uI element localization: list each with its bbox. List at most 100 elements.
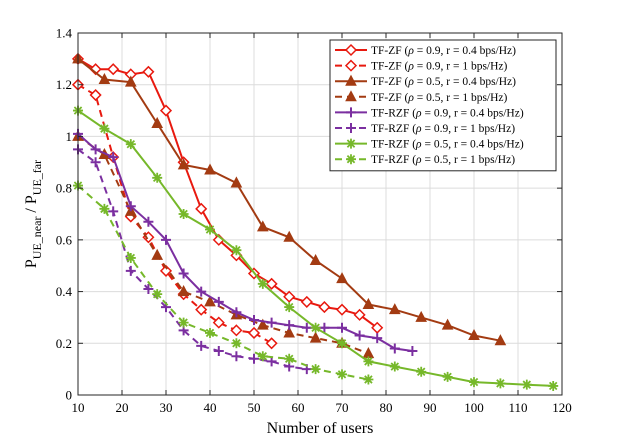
data-point-marker [494,334,507,346]
data-point-marker [151,248,164,260]
legend-marker [346,138,356,149]
y-tick-label: 0.6 [56,232,73,247]
data-point-marker [318,301,331,314]
data-point-marker [283,230,296,242]
y-axis-title-mid: / P [23,195,40,216]
data-point-marker [441,318,454,330]
data-point-marker [90,144,101,155]
data-point-marker [416,366,427,377]
legend-marker [346,123,356,133]
data-point-marker [256,318,269,330]
x-tick-label: 60 [292,400,305,415]
data-point-marker [195,202,208,215]
data-point-marker [309,331,322,343]
data-point-marker [354,330,365,341]
legend-item: TF-ZF (ρ = 0.9, r = 1 bps/Hz) [335,59,508,73]
data-point-marker [108,152,119,163]
axis-ticks: 10 20 30 40 50 60 70 80 90 100 110 120 0 0.2 0.4 0.6 0.8… [56,26,572,416]
y-tick-label: 0.8 [56,181,72,196]
legend-marker [344,59,358,72]
y-tick-label: 0 [66,388,73,403]
data-point-marker [204,295,216,307]
data-point-marker [161,234,171,245]
data-point-marker [196,340,207,351]
data-point-marker [407,346,418,357]
data-point-marker [371,321,384,334]
data-point-marker [283,290,296,303]
data-point-marker [204,163,216,175]
data-point-marker [284,302,295,313]
data-point-marker [90,157,101,168]
y-axis-title: PUE_near / PUE_far [23,160,44,268]
data-point-marker [389,361,400,372]
x-tick-label: 70 [336,400,349,415]
legend-marker [345,74,357,86]
data-point-marker [415,310,428,322]
legend-label: TF-ZF (ρ = 0.5, r = 1 bps/Hz) [371,92,508,104]
data-point-marker [265,337,278,350]
x-axis-title: Number of users [267,420,374,437]
data-point-marker [362,297,375,309]
y-axis-title-main: P [23,259,40,268]
data-point-marker [256,220,269,232]
data-point-marker [337,322,347,333]
data-point-marker [389,343,400,354]
x-tick-label: 110 [508,400,527,415]
legend-item: TF-RZF (ρ = 0.5, r = 1 bps/Hz) [335,154,515,166]
data-point-marker [159,264,173,277]
data-point-marker [309,253,322,266]
legend-item: TF-RZF (ρ = 0.9, r = 1 bps/Hz) [335,123,515,135]
data-point-marker [336,272,348,284]
data-point-marker [231,351,242,362]
data-point-marker [231,245,242,256]
data-point-marker [257,351,268,362]
data-point-marker [89,88,102,102]
x-tick-label: 10 [72,400,85,415]
data-point-marker [196,286,207,297]
data-point-marker [495,378,506,389]
data-point-marker [265,277,278,290]
x-tick-label: 30 [160,400,173,415]
series-line [77,148,307,371]
data-point-marker [257,278,268,289]
legend-label: TF-RZF (ρ = 0.9, r = 1 bps/Hz) [371,123,515,135]
data-point-marker [468,328,480,341]
data-point-marker [213,296,224,307]
data-point-marker [249,353,259,364]
data-point-marker [195,303,208,316]
y-tick-label: 1.2 [56,77,72,92]
legend-label: TF-RZF (ρ = 0.9, r = 0.4 bps/Hz) [371,107,524,119]
legend-label: TF-RZF (ρ = 0.5, r = 0.4 bps/Hz) [371,139,524,151]
data-point-marker [230,324,243,337]
series-2 [71,78,278,350]
data-point-marker [548,380,559,391]
data-point-marker [301,322,312,333]
data-point-marker [159,104,173,117]
data-point-marker [99,203,110,214]
data-point-marker [205,224,215,235]
data-point-marker [231,338,242,349]
legend-label: TF-ZF (ρ = 0.9, r = 0.4 bps/Hz) [371,45,516,57]
y-axis-title-sub2: UE_far [30,160,44,195]
y-tick-label: 1.4 [56,26,73,41]
x-tick-label: 50 [248,400,261,415]
data-point-marker [247,326,261,340]
data-point-marker [142,65,155,78]
data-point-marker [177,158,190,170]
y-tick-label: 0.2 [56,336,72,351]
legend-marker [344,43,358,57]
data-point-marker [124,75,137,87]
x-tick-label: 80 [380,400,393,415]
data-point-marker [125,201,136,212]
data-point-marker [205,327,215,338]
x-tick-label: 100 [464,400,484,415]
data-point-marker [231,307,242,318]
data-point-marker [300,295,313,308]
legend-box [329,39,557,172]
legend-marker [345,90,357,102]
legend-marker [346,107,356,118]
data-point-marker [152,289,163,300]
data-point-marker [283,326,296,338]
y-tick-label: 1 [66,129,73,144]
legend-label: TF-RZF (ρ = 0.5, r = 1 bps/Hz) [371,154,515,166]
